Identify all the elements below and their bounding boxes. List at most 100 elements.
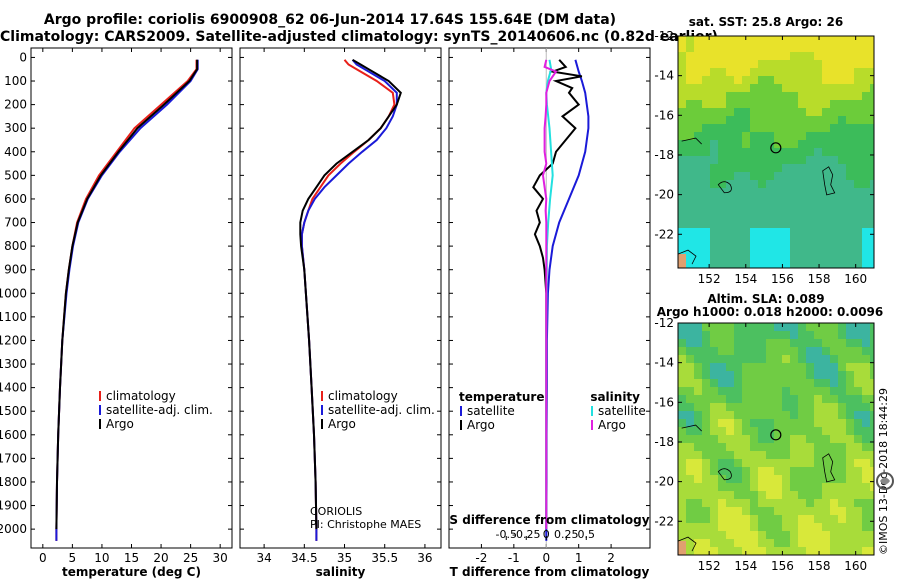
map-cell xyxy=(830,260,838,268)
map-cell xyxy=(750,379,758,387)
map-x-tick-label: 156 xyxy=(771,272,794,286)
map-cell xyxy=(734,339,742,347)
map-cell xyxy=(766,116,774,124)
map-cell xyxy=(734,188,742,196)
map-cell xyxy=(814,339,822,347)
map-cell xyxy=(702,483,710,491)
map-cell xyxy=(734,220,742,228)
map-cell xyxy=(766,252,774,260)
series-line-salinity-argo xyxy=(541,59,558,530)
map-cell xyxy=(846,387,854,395)
map-cell xyxy=(742,236,750,244)
map-cell xyxy=(686,220,694,228)
depth-tick-label: 1500 xyxy=(0,404,27,418)
map-cell xyxy=(854,507,862,515)
map-cell xyxy=(702,443,710,451)
map-cell xyxy=(694,419,702,427)
map-cell xyxy=(734,387,742,395)
map-cell xyxy=(806,228,814,236)
map-cell xyxy=(846,148,854,156)
map-cell xyxy=(694,76,702,84)
map-cell xyxy=(718,547,726,555)
map-cell xyxy=(750,331,758,339)
map-cell xyxy=(862,44,870,52)
map-cell xyxy=(862,475,870,483)
map-cell xyxy=(734,323,742,331)
map-cell xyxy=(790,44,798,52)
map-cell xyxy=(686,244,694,252)
map-cell xyxy=(678,435,686,443)
map-cell xyxy=(702,156,710,164)
x-tick-label: 10 xyxy=(94,551,109,565)
map-cell xyxy=(702,260,710,268)
map-cell xyxy=(758,475,766,483)
map-cell xyxy=(726,419,734,427)
map-cell xyxy=(694,515,702,523)
map-cell xyxy=(862,68,870,76)
map-cell xyxy=(702,387,710,395)
legend-title-temperature: temperature xyxy=(459,390,544,404)
map-cell xyxy=(726,363,734,371)
map-cell xyxy=(870,347,874,355)
map-cell xyxy=(726,100,734,108)
depth-tick-label: 200 xyxy=(4,98,27,112)
map-cell xyxy=(718,36,726,44)
map-cell xyxy=(798,427,806,435)
map-cell xyxy=(718,100,726,108)
map-cell xyxy=(822,371,830,379)
map-cell xyxy=(790,467,798,475)
map-cell xyxy=(710,100,718,108)
map-cell xyxy=(758,124,766,132)
map-cell xyxy=(870,467,874,475)
map-cell xyxy=(870,252,874,260)
map-cell xyxy=(734,515,742,523)
x-tick-label: 5 xyxy=(69,551,77,565)
map-cell xyxy=(734,60,742,68)
map-cell xyxy=(710,244,718,252)
map-cell xyxy=(862,515,870,523)
map-cell xyxy=(686,44,694,52)
map-cell xyxy=(750,499,758,507)
map-cell xyxy=(694,188,702,196)
map-cell xyxy=(694,411,702,419)
map-cell xyxy=(870,236,874,244)
map-cell xyxy=(718,355,726,363)
map-cell xyxy=(726,172,734,180)
map-cell xyxy=(870,212,874,220)
map-cell xyxy=(758,403,766,411)
map-cell xyxy=(830,451,838,459)
map-cell xyxy=(862,60,870,68)
map-cell xyxy=(718,172,726,180)
map-cell xyxy=(830,140,838,148)
map-cell xyxy=(774,156,782,164)
map-cell xyxy=(854,164,862,172)
map-cell xyxy=(822,403,830,411)
map-cell xyxy=(710,68,718,76)
map-cell xyxy=(862,84,870,92)
map-cell xyxy=(846,68,854,76)
map-cell xyxy=(830,52,838,60)
map-cell xyxy=(782,100,790,108)
map-cell xyxy=(678,84,686,92)
map-cell xyxy=(694,100,702,108)
map-cell xyxy=(782,132,790,140)
map-cell xyxy=(742,531,750,539)
map-cell xyxy=(726,92,734,100)
map-cell xyxy=(862,172,870,180)
map-cell xyxy=(742,443,750,451)
map-cell xyxy=(758,411,766,419)
map-cell xyxy=(830,60,838,68)
map-cell xyxy=(782,451,790,459)
map-cell xyxy=(766,180,774,188)
map-cell xyxy=(702,347,710,355)
map-cell xyxy=(814,116,822,124)
map-cell xyxy=(726,379,734,387)
map-cell xyxy=(750,411,758,419)
map-cell xyxy=(678,60,686,68)
map-cell xyxy=(830,507,838,515)
map-cell xyxy=(718,323,726,331)
map-cell xyxy=(798,523,806,531)
map-cell xyxy=(694,355,702,363)
map-cell xyxy=(726,124,734,132)
map-cell xyxy=(766,196,774,204)
